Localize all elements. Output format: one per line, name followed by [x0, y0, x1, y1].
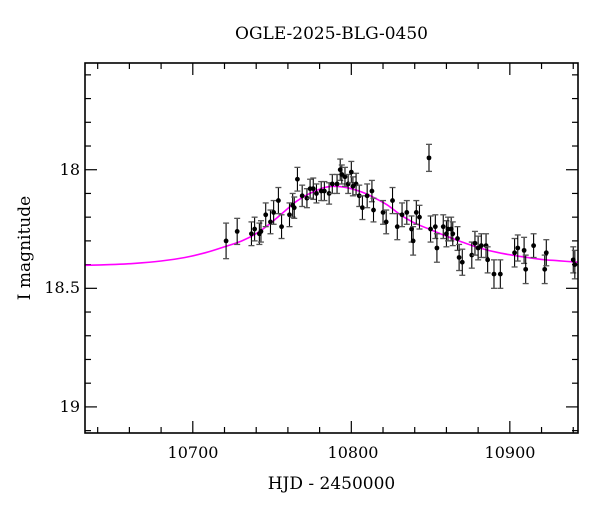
- data-point: [491, 271, 497, 277]
- data-point: [329, 181, 335, 187]
- data-point: [314, 191, 319, 196]
- data-point: [469, 252, 475, 258]
- data-point: [249, 231, 254, 237]
- model-curve: [84, 185, 579, 267]
- data-point: [287, 212, 292, 218]
- data-point: [515, 245, 521, 251]
- x-tick-label-10800: 10800: [327, 443, 379, 462]
- plot-frame: [84, 62, 579, 434]
- data-point: [531, 243, 537, 249]
- data-point: [380, 210, 386, 215]
- data-point: [334, 181, 340, 187]
- data-point: [543, 250, 549, 256]
- y-tick-label-18p5: 18.5: [44, 278, 80, 297]
- data-point: [291, 205, 297, 211]
- data-point: [432, 224, 438, 230]
- x-tick-label-10900: 10900: [484, 443, 536, 462]
- data-point: [321, 188, 327, 194]
- data-point: [459, 259, 465, 265]
- data-point: [455, 236, 460, 241]
- data-point: [428, 226, 433, 232]
- data-point: [485, 257, 491, 263]
- data-point: [417, 214, 422, 220]
- y-tick-label-18: 18: [59, 160, 80, 179]
- data-point: [263, 212, 269, 218]
- data-point: [356, 193, 362, 199]
- plot-title: OGLE-2025-BLG-0450: [235, 24, 428, 44]
- x-axis-label: HJD - 2450000: [267, 474, 396, 494]
- data-point: [369, 188, 375, 194]
- data-point: [348, 169, 354, 175]
- data-point: [404, 210, 410, 215]
- data-point: [252, 226, 258, 232]
- data-point: [342, 174, 348, 180]
- data-point: [268, 219, 273, 225]
- data-point: [399, 212, 405, 218]
- data-point: [472, 240, 478, 246]
- data-point: [304, 195, 310, 201]
- data-point: [295, 176, 300, 182]
- data-point: [360, 205, 365, 211]
- data-point: [434, 245, 440, 251]
- data-point: [497, 271, 503, 277]
- data-point: [456, 255, 462, 260]
- x-tick-label-10700: 10700: [167, 443, 219, 462]
- data-point: [478, 243, 484, 249]
- data-point: [390, 198, 395, 203]
- data-point: [440, 224, 446, 230]
- data-point: [299, 193, 305, 199]
- data-point: [410, 238, 416, 244]
- data-point: [258, 228, 264, 234]
- data-point: [275, 198, 281, 203]
- data-point: [542, 266, 548, 272]
- data-point: [394, 224, 400, 230]
- data-point: [326, 191, 332, 196]
- data-point: [413, 210, 419, 215]
- data-point: [426, 155, 432, 161]
- data-point: [234, 228, 240, 234]
- data-point: [310, 186, 316, 192]
- data-point: [364, 193, 370, 199]
- data-point: [512, 250, 517, 256]
- y-tick-label-19: 19: [59, 397, 80, 416]
- data-point: [371, 207, 376, 213]
- data-point: [279, 224, 284, 230]
- data-point: [572, 262, 578, 268]
- data-point: [223, 238, 229, 244]
- data-point: [450, 231, 456, 237]
- data-point: [523, 266, 529, 272]
- data-point: [383, 219, 389, 225]
- data-point: [521, 247, 527, 253]
- data-point: [271, 210, 277, 215]
